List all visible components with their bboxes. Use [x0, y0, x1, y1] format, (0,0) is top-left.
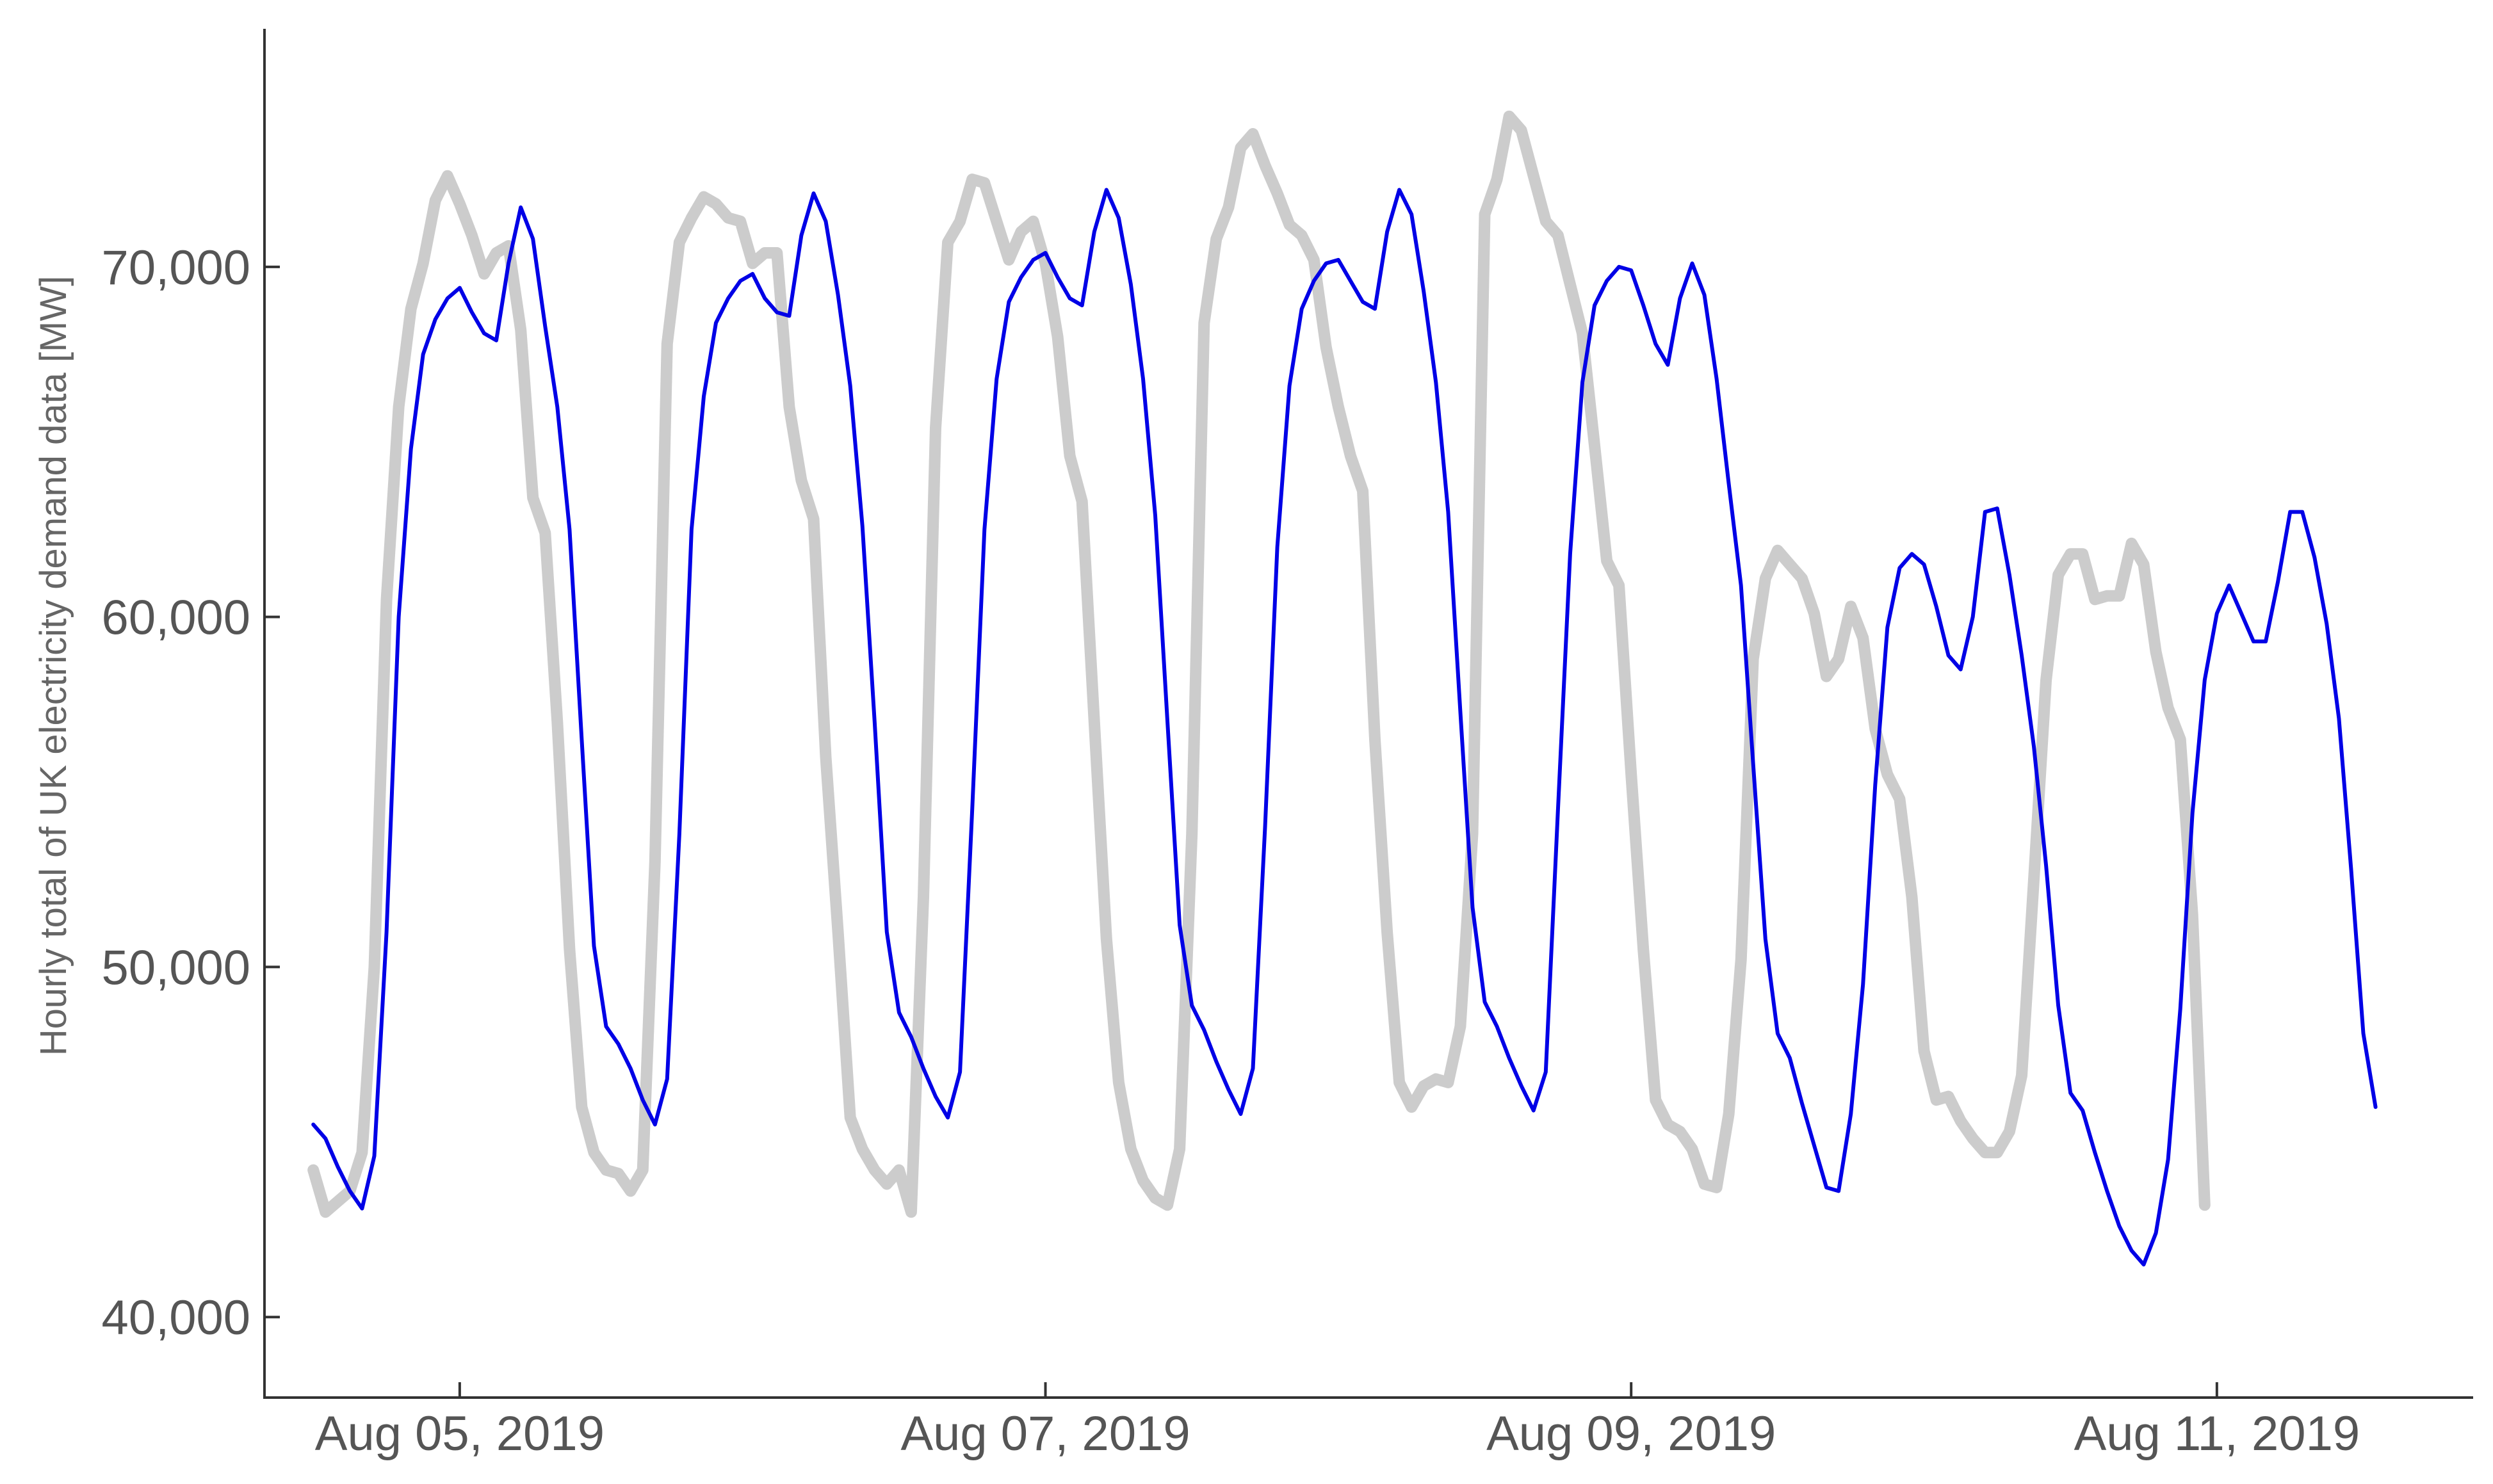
x-tick-label: Aug 11, 2019 [2074, 1407, 2360, 1461]
series-line-gray [307, 110, 2211, 1218]
y-axis-title: Hourly total of UK electricity demand da… [33, 276, 74, 1056]
axes [263, 29, 2473, 1399]
x-tick-label: Aug 05, 2019 [315, 1407, 605, 1461]
y-ticks: 40,000 50,000 60,000 70,000 [102, 241, 280, 1345]
plot-series [307, 110, 2378, 1267]
y-tick-label: 40,000 [102, 1291, 250, 1345]
y-tick-label: 70,000 [102, 241, 250, 295]
x-ticks: Aug 05, 2019 Aug 07, 2019 Aug 09, 2019 Aug … [315, 1382, 2360, 1461]
series-line-blue [311, 188, 2378, 1267]
y-tick-label: 60,000 [102, 591, 250, 645]
x-tick-label: Aug 09, 2019 [1486, 1407, 1776, 1461]
y-tick-label: 50,000 [102, 940, 250, 995]
x-tick-label: Aug 07, 2019 [900, 1407, 1190, 1461]
